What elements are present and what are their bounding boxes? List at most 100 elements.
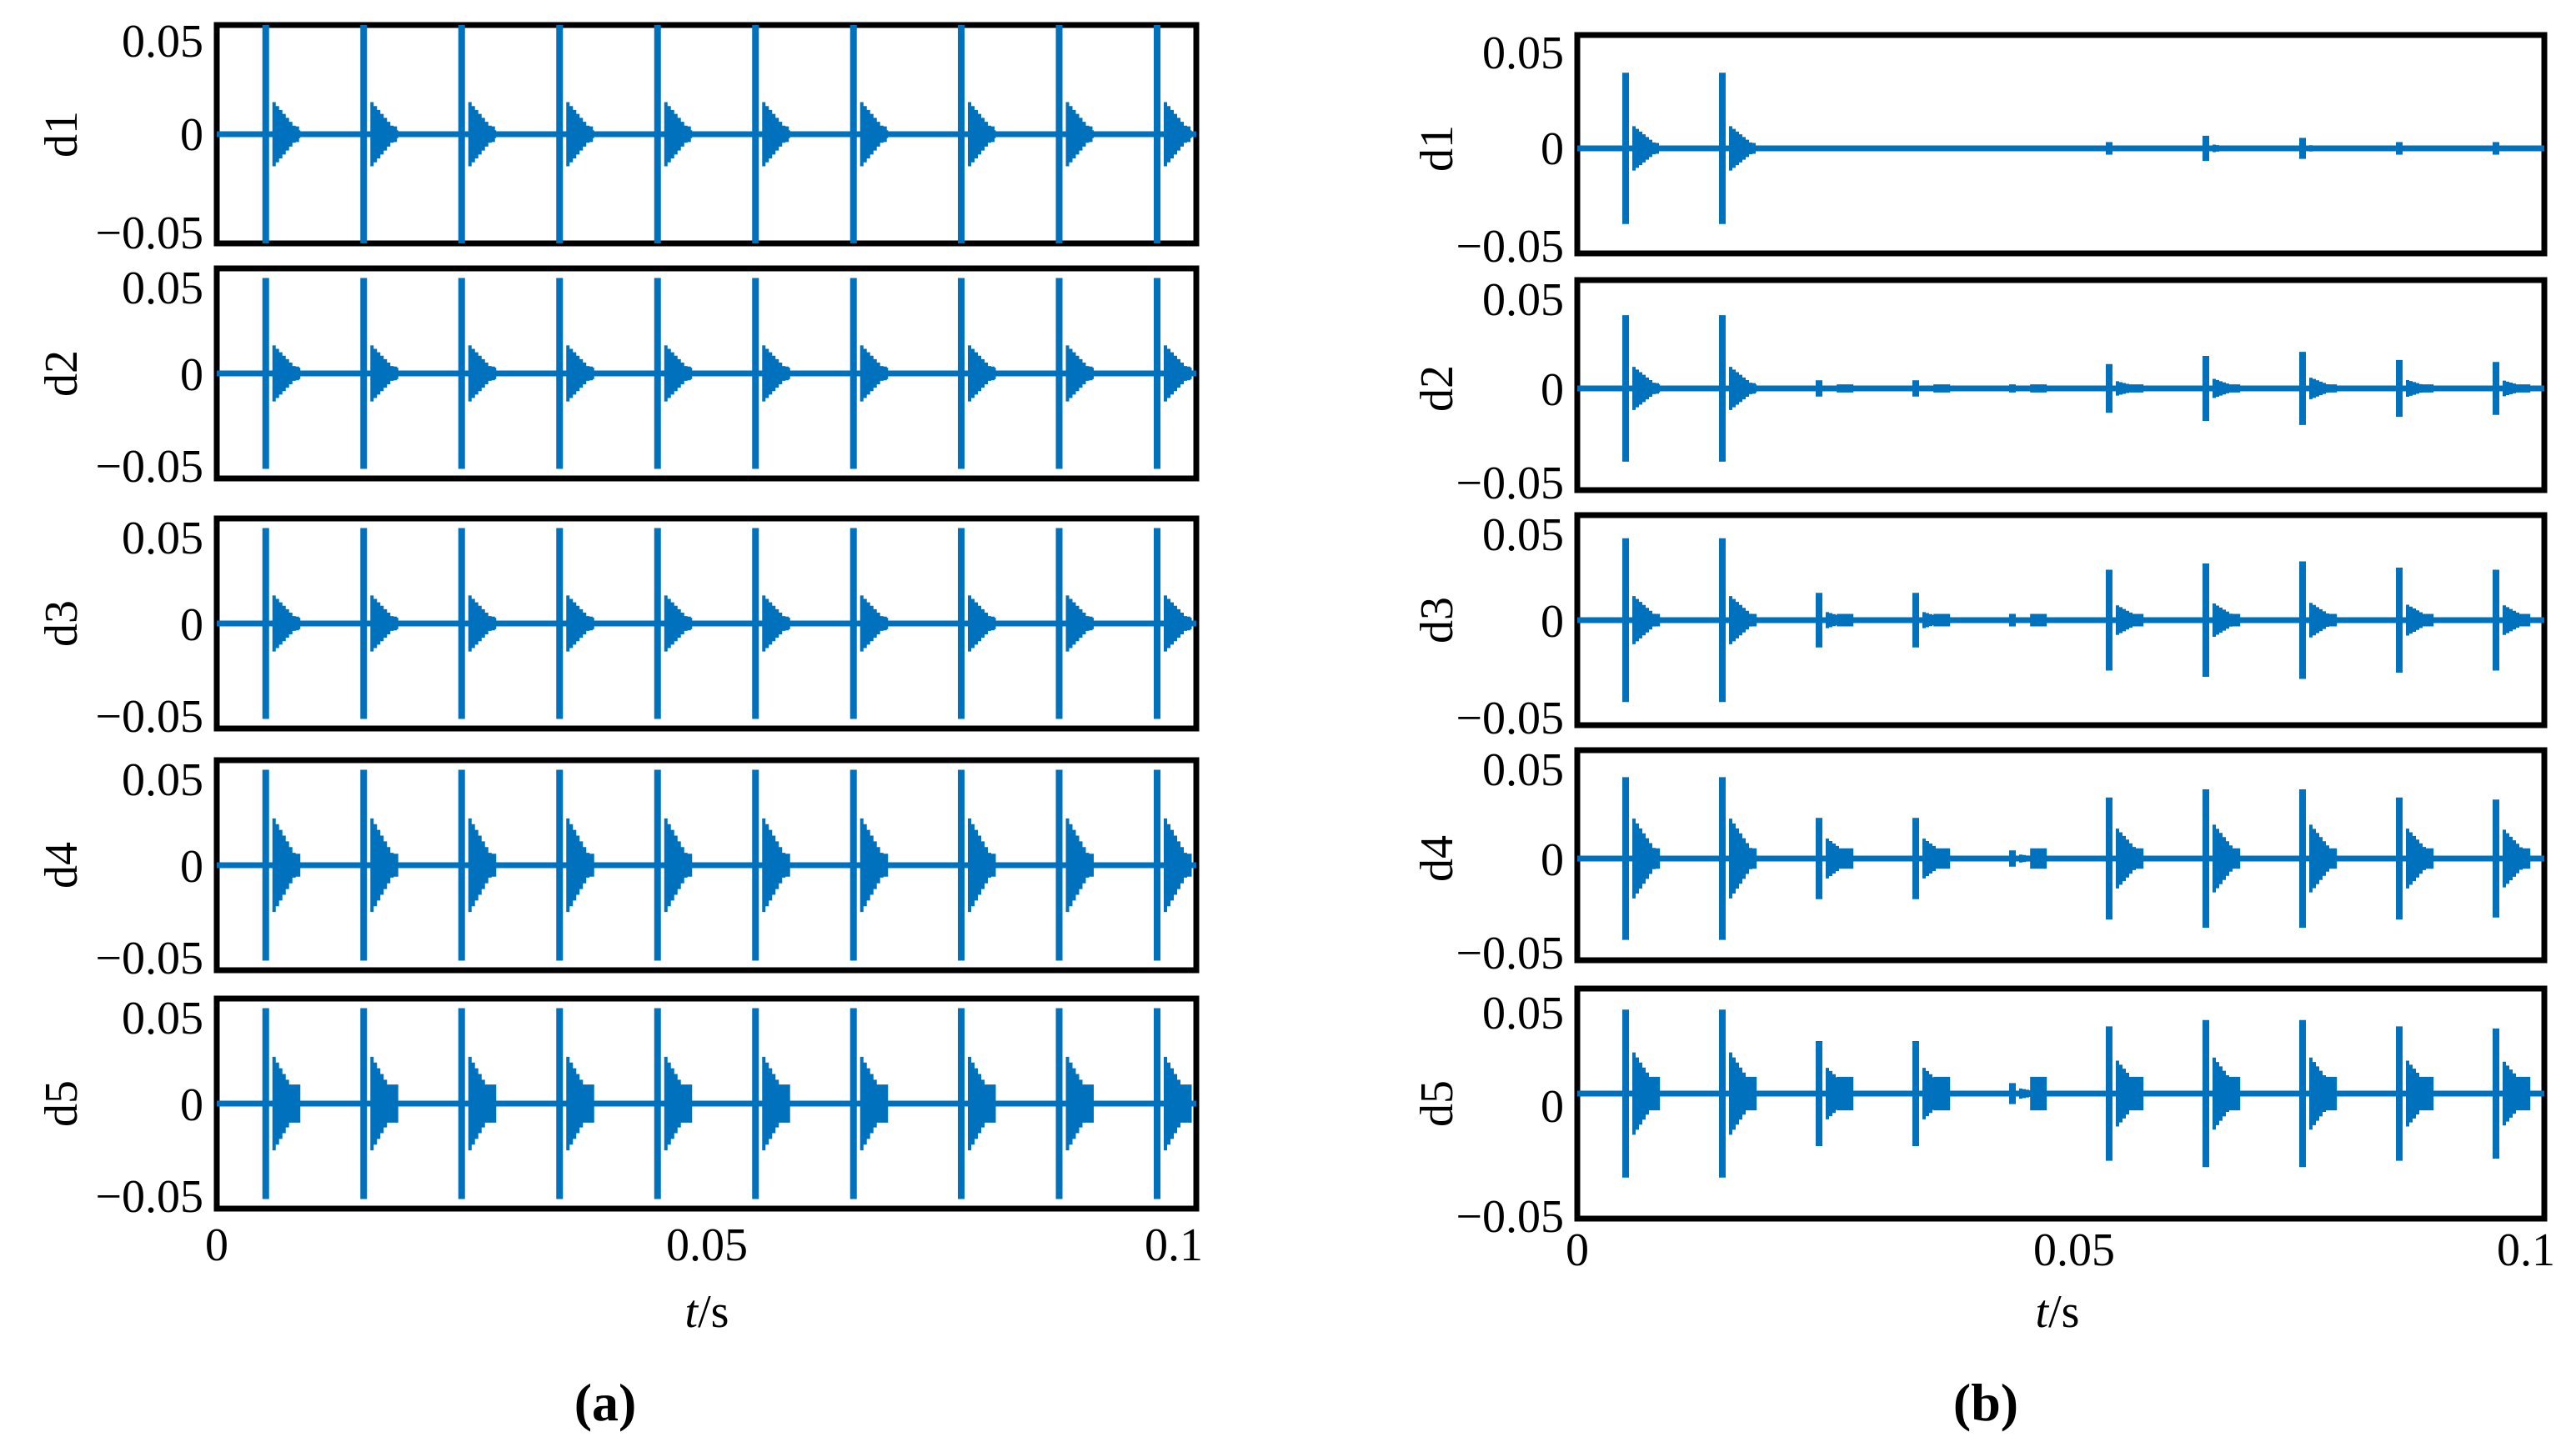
xtick-label-0: 0 [205,1219,228,1271]
burst-ringing-d3-9 [1065,595,1094,652]
burst-ringing-d3-7 [860,595,889,652]
ytick-label-neg: −0.05 [1456,458,1564,509]
burst-ringing-d2-8 [968,345,996,402]
ytick-label-pos: 0.05 [1482,28,1564,79]
panel-b-subplot-d3: 0.05 0 −0.05 d3 [1411,509,2548,744]
burst-ringing-d1-10 [2503,146,2531,151]
burst-ringing-d1-5 [2019,146,2047,151]
burst-ringing-d5-10 [1164,1056,1192,1151]
panel-a: 0.05 0 −0.05 d1 0.05 0 −0.05 d2 0.05 0 −… [36,16,1203,1432]
burst-group [1622,777,2531,940]
burst-ringing-d2-1 [272,345,301,402]
burst-ringing-d5-6 [762,1056,790,1151]
burst-ringing-d1-1 [1632,126,1661,171]
series-label-d4: d4 [1411,835,1463,882]
x-axis-label-unit: /s [698,1286,729,1338]
burst-ringing-d3-8 [2309,603,2338,638]
burst-ringing-d2-2 [1729,367,1757,410]
ytick-label-pos: 0.05 [122,754,203,806]
x-axis-label: t/s [685,1286,729,1338]
axes-frame [1574,32,2548,257]
burst-ringing-d2-6 [762,345,790,402]
burst-ringing-d4-10 [2503,829,2531,888]
xtick-label-2: 0.1 [2497,1224,2555,1276]
burst-ringing-d4-7 [860,818,889,913]
burst-ringing-d2-5 [664,345,693,402]
burst-ringing-d3-1 [272,595,301,652]
burst-group [262,528,1192,719]
burst-ringing-d5-1 [272,1056,301,1151]
burst-ringing-d2-7 [860,345,889,402]
burst-ringing-d2-4 [566,345,594,402]
burst-ringing-d1-8 [2309,145,2338,152]
burst-ringing-d5-7 [2213,1057,2241,1130]
panel-label-a: (a) [574,1373,637,1432]
xtick-label-1: 0.05 [666,1219,748,1271]
burst-ringing-d3-8 [968,595,996,652]
burst-ringing-d4-8 [968,818,996,913]
burst-ringing-d4-9 [1065,818,1094,913]
ytick-label-zero: 0 [1541,364,1564,416]
burst-ringing-d3-4 [566,595,594,652]
burst-ringing-d1-2 [1729,126,1757,171]
ytick-label-zero: 0 [180,349,203,401]
burst-ringing-d4-6 [2116,829,2144,889]
burst-ringing-d5-4 [1922,1068,1951,1119]
ytick-label-neg: −0.05 [95,208,203,259]
burst-group [262,25,1192,243]
burst-ringing-d1-5 [664,102,693,167]
burst-ringing-d2-3 [1826,384,1854,393]
ytick-label-pos: 0.05 [1482,988,1564,1039]
burst-ringing-d3-5 [2019,613,2047,627]
series-label-d2: d2 [36,350,88,397]
burst-group [262,278,1192,469]
burst-ringing-d2-2 [370,345,398,402]
burst-group [1622,1009,2531,1178]
xtick-label-0: 0 [1566,1224,1589,1276]
burst-ringing-d3-9 [2406,604,2434,636]
panel-a-subplot-d1: 0.05 0 −0.05 d1 [36,16,1200,259]
burst-ringing-d3-6 [2116,605,2144,635]
burst-ringing-d2-8 [2309,378,2338,399]
burst-ringing-d5-9 [2406,1060,2434,1127]
burst-ringing-d4-4 [1922,839,1951,879]
burst-ringing-d5-3 [468,1056,497,1151]
burst-ringing-d5-8 [968,1056,996,1151]
burst-ringing-d2-9 [1065,345,1094,402]
ytick-label-pos: 0.05 [1482,509,1564,561]
burst-ringing-d5-2 [1729,1052,1757,1135]
burst-ringing-d4-2 [1729,819,1757,899]
x-axis-label-var: t [685,1286,699,1338]
burst-ringing-d4-9 [2406,829,2434,889]
burst-ringing-d1-9 [1065,102,1094,167]
burst-ringing-d1-2 [370,102,398,167]
burst-ringing-d1-7 [860,102,889,167]
series-label-d1: d1 [36,111,88,158]
series-label-d3: d3 [36,600,88,647]
burst-ringing-d1-8 [968,102,996,167]
burst-ringing-d2-6 [2116,381,2144,396]
ytick-label-pos: 0.05 [122,513,203,564]
axes-frame [1574,985,2548,1222]
panel-a-subplot-d2: 0.05 0 −0.05 d2 [36,263,1200,493]
axes-frame [1574,747,2548,964]
burst-ringing-d1-3 [1826,146,1854,151]
burst-ringing-d4-1 [272,818,301,913]
panel-a-subplot-d4: 0.05 0 −0.05 d4 [36,754,1200,984]
burst-ringing-d3-3 [1826,612,1854,628]
burst-ringing-d2-4 [1922,384,1951,393]
ytick-label-zero: 0 [180,1079,203,1131]
ytick-label-zero: 0 [180,599,203,651]
burst-group [262,769,1192,961]
panel-label-b: (b) [1953,1373,2018,1432]
axes-frame [1574,277,2548,493]
burst-ringing-d2-3 [468,345,497,402]
burst-ringing-d1-6 [762,102,790,167]
ytick-label-neg: −0.05 [1456,1191,1564,1243]
panel-b-subplot-d2: 0.05 0 −0.05 d2 [1411,274,2548,509]
series-label-d5: d5 [1411,1080,1463,1127]
ytick-label-pos: 0.05 [1482,274,1564,326]
series-label-d2: d2 [1411,365,1463,412]
burst-ringing-d1-3 [468,102,497,167]
burst-ringing-d3-5 [664,595,693,652]
